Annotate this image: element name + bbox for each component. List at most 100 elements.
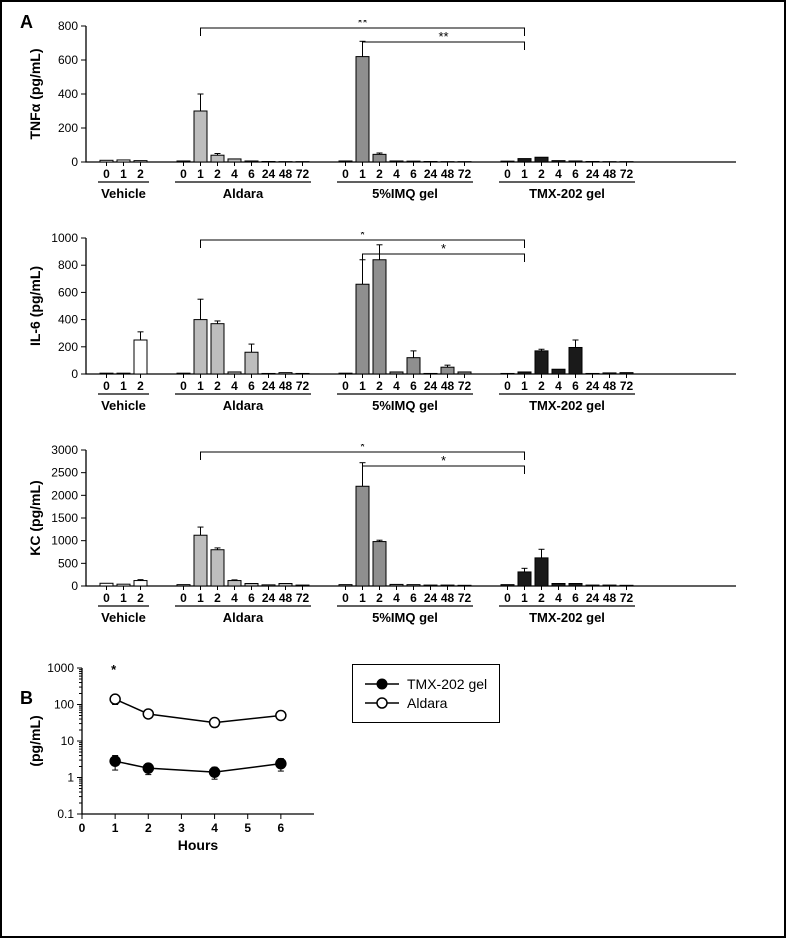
svg-text:100: 100 (54, 698, 74, 712)
svg-text:48: 48 (603, 379, 617, 393)
svg-text:6: 6 (278, 821, 285, 835)
svg-text:1000: 1000 (47, 661, 74, 675)
svg-text:1500: 1500 (51, 511, 78, 525)
legend: TMX-202 gel Aldara (352, 664, 500, 723)
svg-text:0: 0 (103, 591, 110, 605)
svg-text:0: 0 (71, 579, 78, 593)
svg-text:2: 2 (137, 591, 144, 605)
svg-text:48: 48 (603, 591, 617, 605)
panel-b-label: B (20, 688, 33, 709)
svg-text:1: 1 (359, 379, 366, 393)
svg-text:6: 6 (410, 167, 417, 181)
svg-text:4: 4 (231, 591, 238, 605)
svg-text:4: 4 (393, 167, 400, 181)
svg-text:1: 1 (197, 379, 204, 393)
legend-swatch-aldara (365, 696, 399, 710)
svg-text:2: 2 (376, 167, 383, 181)
svg-text:48: 48 (279, 591, 293, 605)
svg-text:72: 72 (620, 379, 634, 393)
svg-text:0: 0 (504, 591, 511, 605)
svg-text:2: 2 (376, 379, 383, 393)
svg-text:4: 4 (231, 379, 238, 393)
svg-text:*: * (360, 444, 365, 454)
svg-text:72: 72 (296, 379, 310, 393)
svg-text:48: 48 (441, 379, 455, 393)
svg-text:TMX-202 gel: TMX-202 gel (529, 398, 605, 413)
svg-text:2: 2 (538, 591, 545, 605)
svg-text:IL-6 (pg/mL): IL-6 (pg/mL) (27, 266, 43, 346)
svg-text:3000: 3000 (51, 444, 78, 457)
svg-text:1: 1 (359, 167, 366, 181)
svg-text:TMX-202 gel: TMX-202 gel (529, 610, 605, 625)
svg-text:TMX-202 gel: TMX-202 gel (529, 186, 605, 201)
svg-text:2: 2 (137, 379, 144, 393)
svg-text:24: 24 (586, 167, 600, 181)
svg-text:600: 600 (58, 53, 78, 67)
svg-text:48: 48 (279, 167, 293, 181)
svg-text:600: 600 (58, 285, 78, 299)
svg-text:1: 1 (359, 591, 366, 605)
legend-row-tmx: TMX-202 gel (365, 676, 487, 692)
svg-text:72: 72 (458, 591, 472, 605)
svg-text:72: 72 (458, 379, 472, 393)
svg-text:6: 6 (248, 167, 255, 181)
svg-text:2: 2 (376, 591, 383, 605)
svg-text:1000: 1000 (51, 534, 78, 548)
bar-chart-2: 050010001500200025003000KC (pg/mL)012Veh… (24, 444, 744, 632)
svg-text:1: 1 (521, 591, 528, 605)
svg-text:0: 0 (504, 379, 511, 393)
svg-text:*: * (111, 662, 117, 677)
svg-text:1: 1 (120, 591, 127, 605)
svg-text:2: 2 (214, 167, 221, 181)
bar-chart-0: 0200400600800TNFα (pg/mL)012Vehicle01246… (24, 20, 744, 208)
svg-text:24: 24 (424, 167, 438, 181)
svg-text:1: 1 (120, 379, 127, 393)
svg-text:4: 4 (231, 167, 238, 181)
svg-text:1: 1 (521, 167, 528, 181)
svg-text:TNFα (pg/mL): TNFα (pg/mL) (27, 48, 43, 139)
svg-text:1: 1 (67, 771, 74, 785)
svg-text:2000: 2000 (51, 488, 78, 502)
svg-text:*: * (441, 453, 446, 468)
svg-text:**: ** (357, 20, 367, 30)
svg-text:Aldara: Aldara (223, 610, 264, 625)
svg-text:0: 0 (180, 591, 187, 605)
svg-text:KC (pg/mL): KC (pg/mL) (27, 480, 43, 555)
svg-text:Aldara: Aldara (223, 186, 264, 201)
svg-text:0: 0 (504, 167, 511, 181)
svg-text:24: 24 (586, 379, 600, 393)
svg-text:Aldara: Aldara (223, 398, 264, 413)
svg-text:200: 200 (58, 340, 78, 354)
svg-text:72: 72 (620, 591, 634, 605)
svg-text:400: 400 (58, 313, 78, 327)
svg-text:6: 6 (572, 379, 579, 393)
svg-text:5%IMQ gel: 5%IMQ gel (372, 610, 438, 625)
svg-text:1000: 1000 (51, 232, 78, 245)
svg-text:6: 6 (248, 379, 255, 393)
svg-text:2: 2 (145, 821, 152, 835)
svg-text:2: 2 (538, 379, 545, 393)
legend-label-aldara: Aldara (407, 695, 447, 711)
svg-text:4: 4 (555, 167, 562, 181)
svg-text:1: 1 (197, 167, 204, 181)
svg-text:24: 24 (424, 591, 438, 605)
svg-text:*: * (360, 232, 365, 242)
svg-text:Hours: Hours (178, 837, 219, 853)
svg-text:2: 2 (137, 167, 144, 181)
svg-text:Vehicle: Vehicle (101, 186, 146, 201)
svg-text:0: 0 (103, 379, 110, 393)
svg-text:48: 48 (441, 591, 455, 605)
svg-text:4: 4 (211, 821, 218, 835)
svg-text:500: 500 (58, 556, 78, 570)
bar-chart-1: 02004006008001000IL-6 (pg/mL)012Vehicle0… (24, 232, 744, 420)
legend-row-aldara: Aldara (365, 695, 487, 711)
svg-text:72: 72 (458, 167, 472, 181)
svg-text:4: 4 (393, 591, 400, 605)
svg-text:1: 1 (120, 167, 127, 181)
svg-text:1: 1 (197, 591, 204, 605)
svg-text:6: 6 (248, 591, 255, 605)
svg-text:48: 48 (603, 167, 617, 181)
legend-swatch-tmx (365, 677, 399, 691)
svg-text:*: * (441, 241, 446, 256)
svg-text:72: 72 (296, 591, 310, 605)
